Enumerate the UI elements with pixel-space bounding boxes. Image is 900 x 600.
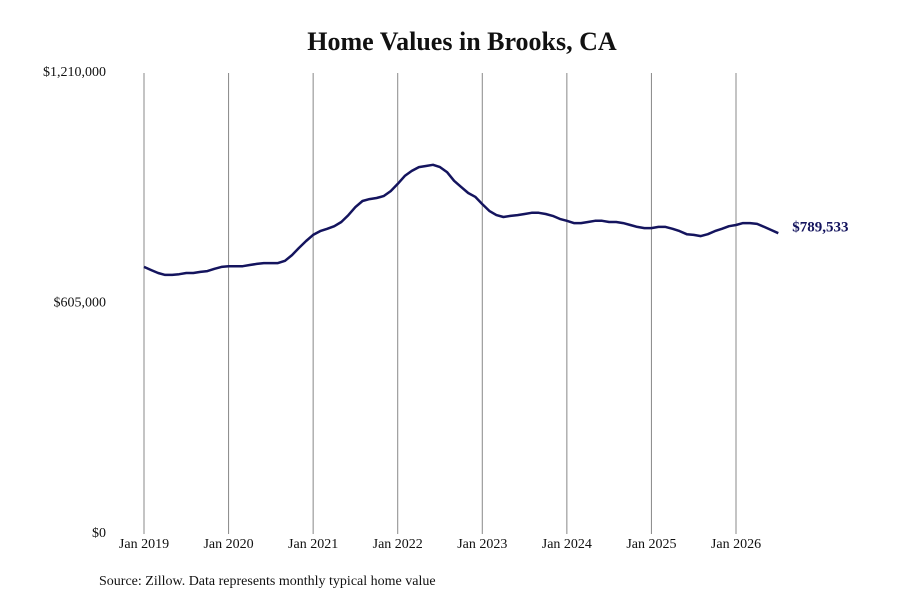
value-label: $789,533: [792, 220, 848, 236]
source-note: Source: Zillow. Data represents monthly …: [99, 574, 436, 589]
x-tick-label: Jan 2021: [288, 537, 338, 552]
x-tick-label: Jan 2025: [626, 537, 676, 552]
x-tick-label: Jan 2019: [119, 537, 169, 552]
x-tick-label: Jan 2024: [542, 537, 592, 552]
chart-title: Home Values in Brooks, CA: [307, 27, 617, 56]
x-tick-label: Jan 2023: [457, 537, 507, 552]
y-tick-label: $0: [92, 526, 106, 541]
data-line: [143, 163, 779, 277]
x-tick-label: Jan 2022: [373, 537, 423, 552]
x-tick-label: Jan 2026: [711, 537, 761, 552]
y-tick-label: $1,210,000: [43, 65, 106, 80]
y-tick-label: $605,000: [54, 296, 107, 311]
x-tick-label: Jan 2020: [203, 537, 253, 552]
